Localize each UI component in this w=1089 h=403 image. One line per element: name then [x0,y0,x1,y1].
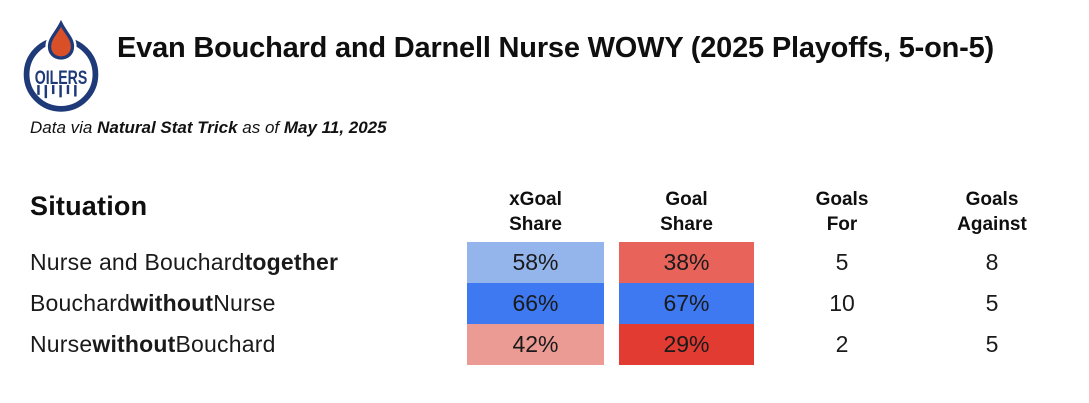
column-header-xgoal-share: xGoal Share [467,187,604,237]
goal-share-cell: 38% [619,242,754,283]
data-source-note: Data via Natural Stat Trick as of May 11… [30,118,387,138]
column-header-goals-for: Goals For [775,187,909,237]
goals-for-value: 5 [835,249,849,275]
column-header-goal-share: Goal Share [619,187,754,237]
column-header-line: Share [509,214,562,235]
row-label-emphasis: without [130,290,214,316]
row-label-nurse-without-bouchard: Nurse without Bouchard [30,324,276,365]
subtitle-date: May 11, 2025 [283,118,387,137]
column-header-line: Against [957,214,1027,235]
subtitle-middle: as of [237,118,284,137]
goals-against-value: 5 [985,331,999,357]
goals-against-value: 5 [985,290,999,316]
row-label-text: Bouchard [175,331,276,357]
goals-against-value: 8 [985,249,999,275]
wordmark-drips [37,85,77,99]
xgoal-share-cell: 66% [467,283,604,324]
row-label-emphasis: together [244,249,339,275]
row-label-text: Bouchard [30,290,131,316]
xgoal-share-cell: 58% [467,242,604,283]
row-label-together: Nurse and Bouchard together [30,242,338,283]
oilers-logo: OILERS [23,20,99,112]
column-header-line: Share [660,214,713,235]
goals-for-value: 2 [835,331,849,357]
logo-wordmark: OILERS [35,67,87,89]
xgoal-share-cell: 42% [467,324,604,365]
column-header-line: Goals [815,189,869,210]
row-label-text: Nurse [30,331,93,357]
row-label-text: Nurse [213,290,276,316]
oil-drop-icon [47,20,75,60]
subtitle-prefix: Data via [30,118,98,137]
column-header-line: Goal [665,189,708,210]
column-header-line: For [826,214,858,235]
column-header-line: Goals [965,189,1019,210]
column-header-goals-against: Goals Against [925,187,1059,237]
row-label-bouchard-without-nurse: Bouchard without Nurse [30,283,276,324]
page-title: Evan Bouchard and Darnell Nurse WOWY (20… [117,32,995,64]
goal-share-cell: 29% [619,324,754,365]
subtitle-source: Natural Stat Trick [97,118,238,137]
situation-column-header: Situation [30,191,148,221]
column-header-line: xGoal [509,189,562,210]
goals-for-value: 10 [829,290,855,316]
row-label-emphasis: without [92,331,176,357]
goal-share-cell: 67% [619,283,754,324]
row-label-text: Nurse and Bouchard [30,249,245,275]
